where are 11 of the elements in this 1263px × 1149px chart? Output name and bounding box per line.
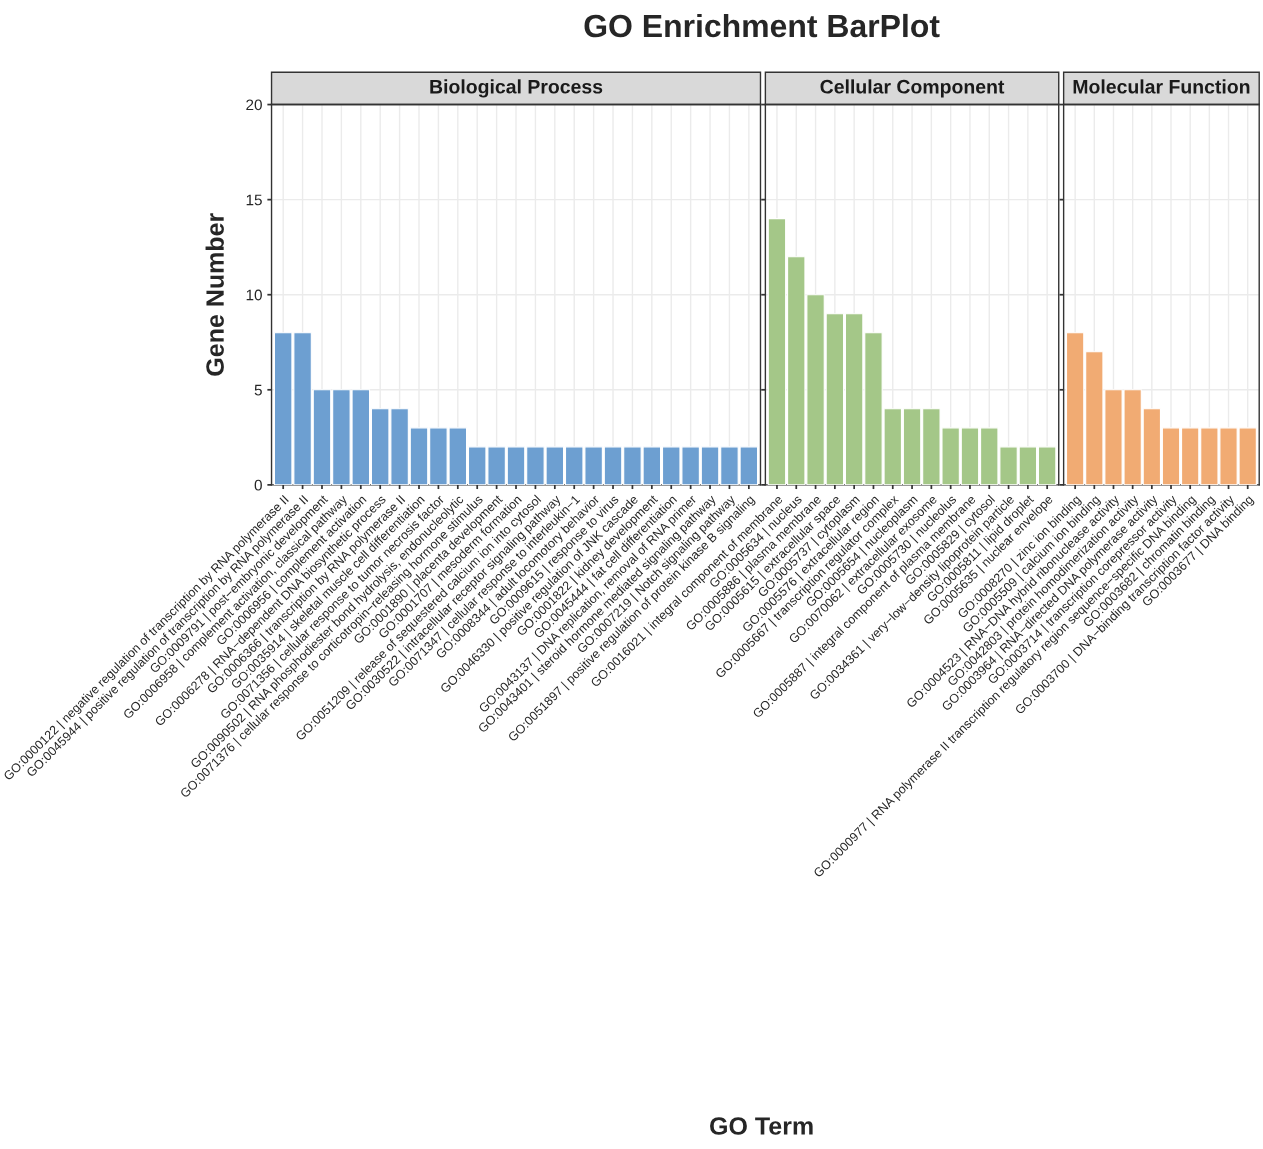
x-axis-title: GO Term (710, 1117, 813, 1135)
chart-title: Molecular Function (1073, 79, 1250, 94)
chart-title: Cellular Component (820, 79, 1005, 98)
y-tick-label: 10 (246, 289, 262, 301)
y-tick-label: 15 (246, 194, 262, 206)
y-axis-title: Gene Number (205, 213, 224, 376)
y-tick-label: 20 (246, 99, 262, 111)
y-tick-label: 5 (254, 384, 262, 396)
text: GO Enrichment BarPlot (584, 13, 940, 38)
chart-title: Biological Process (430, 79, 603, 98)
y-tick-label: 0 (254, 479, 262, 491)
